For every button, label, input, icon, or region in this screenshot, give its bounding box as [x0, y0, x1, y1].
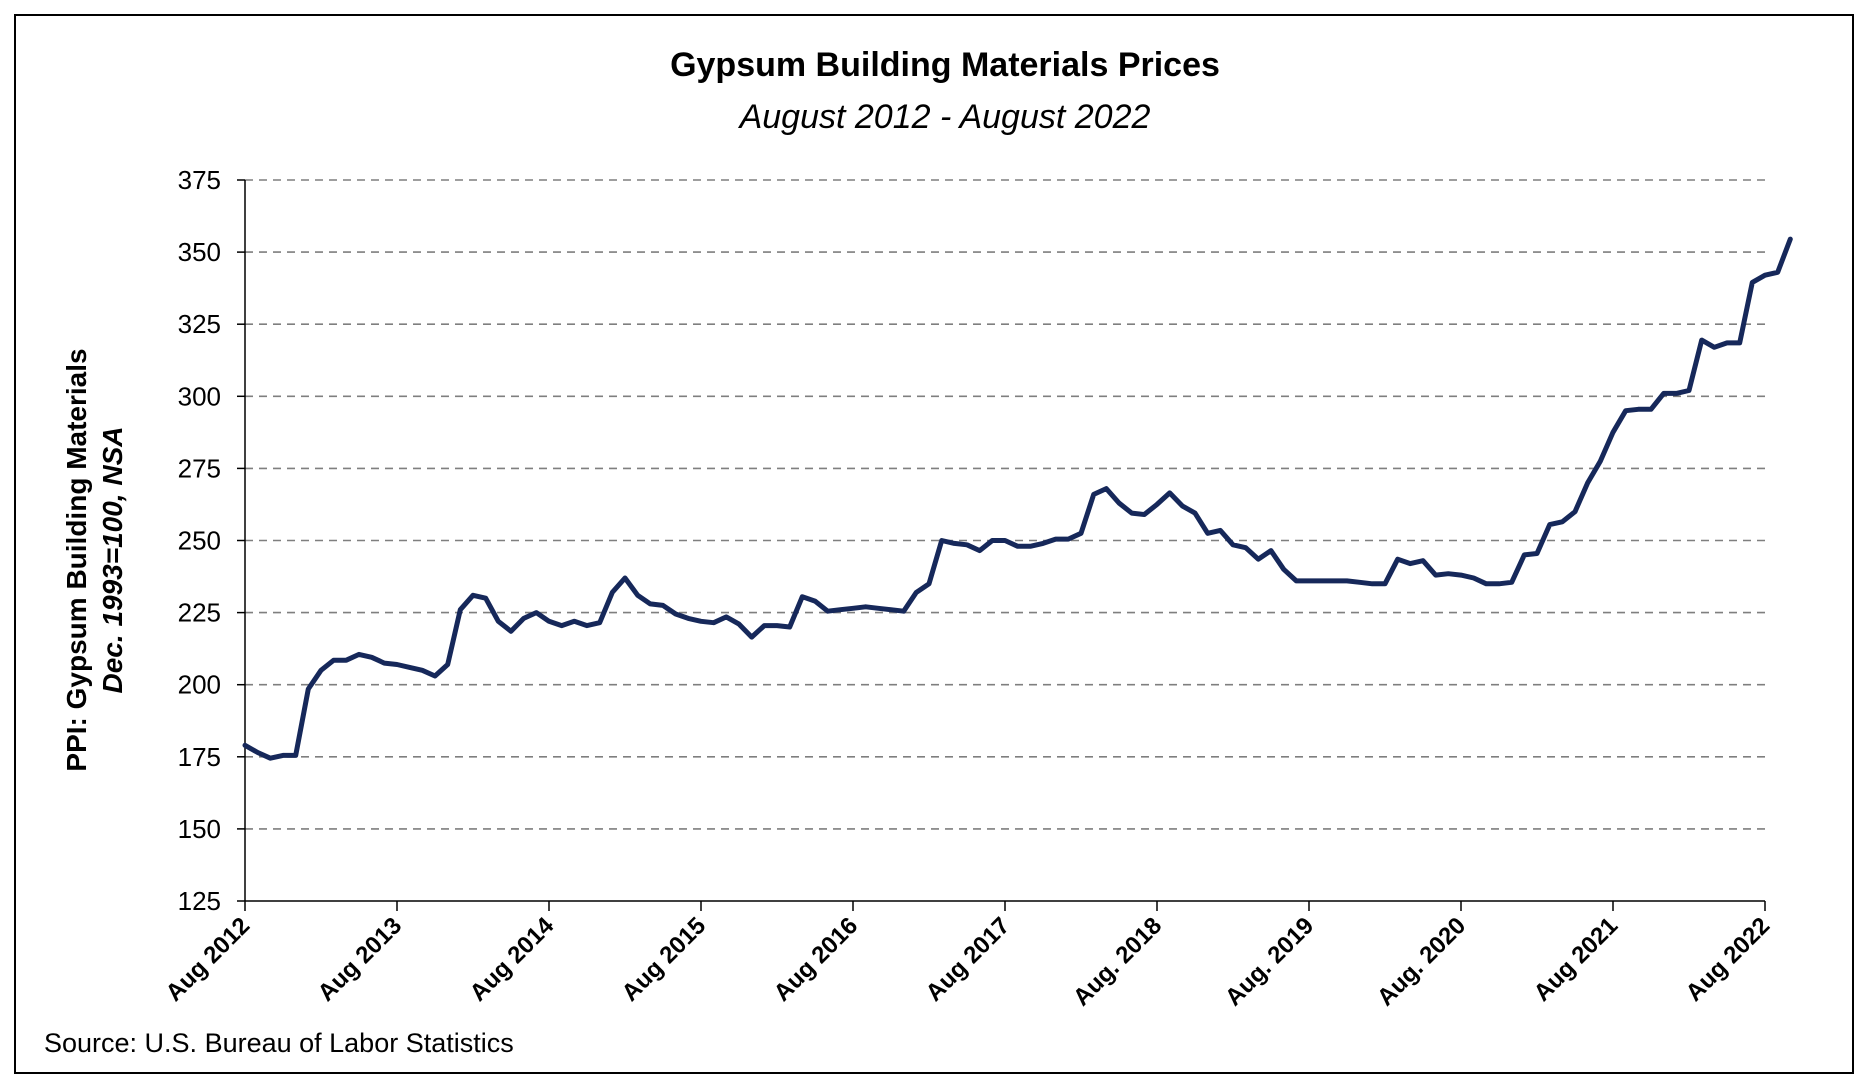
axes [244, 180, 1765, 902]
series-line-0 [242, 236, 1793, 761]
y-tick-label-250: 250 [178, 526, 221, 556]
series-group [242, 236, 1793, 761]
x-tick-label-4: Aug 2016 [769, 912, 864, 1007]
x-tick-label-1: Aug 2013 [313, 912, 408, 1007]
chart-frame [14, 14, 1854, 1074]
y-tick-label-275: 275 [178, 453, 221, 483]
y-tick-label-375: 375 [178, 165, 221, 195]
y-axis-ticks: 125 150 175 200 225 250 275 300 325 350 375 [178, 165, 245, 916]
y-tick-label-125: 125 [178, 886, 221, 916]
source-note: Source: U.S. Bureau of Labor Statistics [44, 1028, 514, 1058]
chart-subtitle: August 2012 - August 2022 [738, 98, 1151, 136]
y-tick-label-200: 200 [178, 670, 221, 700]
chart-title: Gypsum Building Materials Prices [670, 46, 1220, 84]
y-tick-label-150: 150 [178, 814, 221, 844]
x-tick-label-3: Aug 2015 [617, 912, 712, 1007]
x-axis-ticks: Aug 2012 Aug 2013 Aug 2014 Aug 2015 Aug 2016… [161, 901, 1776, 1011]
y-axis-label: PPI: Gypsum Building Materials [61, 348, 92, 771]
y-tick-label-300: 300 [178, 381, 221, 411]
x-tick-label-10: Aug 2022 [1681, 912, 1776, 1007]
x-tick-label-8: Aug. 2020 [1372, 912, 1471, 1011]
x-tick-label-0: Aug 2012 [161, 912, 256, 1007]
y-tick-label-350: 350 [178, 237, 221, 267]
y-tick-label-175: 175 [178, 742, 221, 772]
gridlines [245, 179, 1765, 830]
x-tick-label-9: Aug 2021 [1529, 912, 1624, 1007]
x-tick-label-2: Aug 2014 [465, 912, 560, 1007]
x-tick-label-7: Aug. 2019 [1220, 912, 1319, 1011]
y-axis-sublabel: Dec. 1993=100, NSA [97, 427, 128, 694]
x-tick-label-5: Aug 2017 [921, 912, 1016, 1007]
x-tick-label-6: Aug. 2018 [1068, 912, 1167, 1011]
y-tick-label-225: 225 [178, 598, 221, 628]
y-tick-label-325: 325 [178, 309, 221, 339]
